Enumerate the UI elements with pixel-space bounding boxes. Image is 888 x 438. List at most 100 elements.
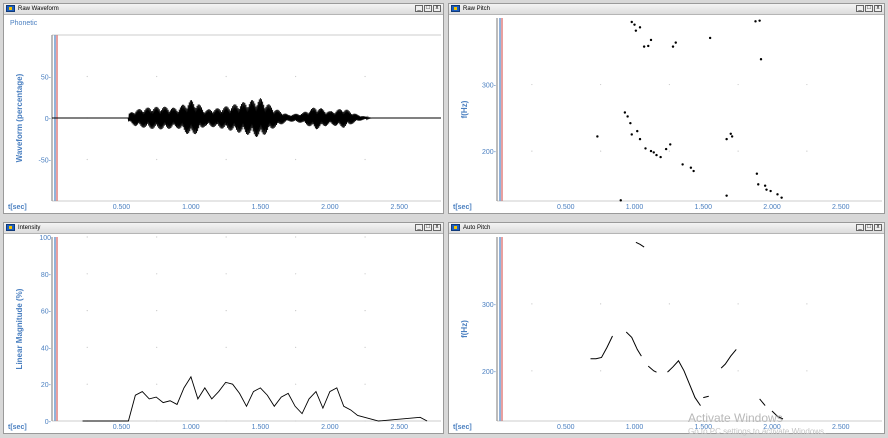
- pitch-contour-segment: [647, 365, 657, 373]
- pitch-point: [776, 193, 779, 196]
- auto-pitch-chart[interactable]: f(Hz) 300- 200- t[sec] 0.500 1.000 1.500 2.000 2…: [449, 233, 884, 433]
- x-tick-label: 1.500: [252, 204, 270, 211]
- grid-dot: [295, 310, 297, 312]
- waveform-plot[interactable]: Waveform (percentage) 50- 0- -50- t[sec] 0.50…: [4, 14, 443, 213]
- minimize-button[interactable]: _: [415, 224, 423, 231]
- y-axis-label: f(Hz): [460, 320, 469, 338]
- window-title: Auto Pitch: [463, 225, 491, 231]
- intensity-plot[interactable]: Linear Magnitude (%) 100 80- 60- 40- 20- 0- t[s…: [4, 233, 443, 433]
- pitch-point: [759, 58, 763, 61]
- grid-dot: [364, 273, 366, 275]
- app-icon: [451, 224, 460, 231]
- title-bar[interactable]: Raw Pitch _ □ x: [449, 4, 884, 15]
- pitch-point: [758, 19, 761, 22]
- grid-dot: [225, 158, 227, 161]
- pitch-point: [765, 188, 768, 191]
- pitch-point: [626, 115, 629, 118]
- grid-dot: [531, 83, 533, 86]
- close-button[interactable]: x: [433, 5, 441, 12]
- y-tick-label: 200-: [482, 149, 497, 156]
- x-axis-label: t[sec]: [453, 424, 472, 431]
- pitch-point: [629, 121, 632, 125]
- close-button[interactable]: x: [433, 224, 441, 231]
- restore-button[interactable]: □: [424, 224, 432, 231]
- window-title: Raw Pitch: [463, 6, 491, 12]
- grid-dot: [364, 310, 366, 312]
- auto-pitch-window[interactable]: Auto Pitch _ □ x f(Hz) 300- 200- t[sec] 0.50…: [448, 222, 885, 434]
- raw-pitch-chart[interactable]: f(Hz) 300- 200- t[sec] 0.500 1.000 1.500 2.000 2…: [449, 14, 884, 213]
- restore-button[interactable]: □: [865, 224, 873, 231]
- grid-dot: [600, 370, 602, 372]
- y-axis-label: f(Hz): [460, 100, 469, 118]
- x-tick-label: 2.500: [391, 204, 409, 211]
- grid-dot: [295, 383, 297, 385]
- pitch-point: [596, 135, 599, 138]
- y-tick-label: -50-: [39, 158, 52, 165]
- x-tick-label: 0.500: [113, 204, 131, 211]
- x-axis-label: t[sec]: [453, 204, 472, 211]
- grid-dot: [156, 158, 158, 161]
- restore-button[interactable]: □: [424, 5, 432, 12]
- pitch-point: [664, 147, 668, 151]
- pitch-point: [642, 45, 646, 48]
- pitch-point: [763, 184, 767, 187]
- pitch-point: [636, 129, 639, 133]
- raw-pitch-window[interactable]: Raw Pitch _ □ x f(Hz) 300- 200- t[sec] 0.500…: [448, 3, 885, 214]
- pitch-point: [725, 194, 728, 197]
- title-bar[interactable]: Intensity _ □ x: [4, 223, 443, 234]
- pitch-point: [769, 189, 772, 193]
- pitch-contour-segment: [625, 331, 642, 357]
- auto-pitch-plot[interactable]: f(Hz) 300- 200- t[sec] 0.500 1.000 1.500 2.000 2…: [449, 233, 884, 433]
- raw-waveform-window[interactable]: Raw Waveform _ □ x Waveform (percentage)…: [3, 3, 444, 214]
- grid-dot: [295, 420, 297, 422]
- intensity-window[interactable]: Intensity _ □ x Linear Magnitude (%) 100 8…: [3, 222, 444, 434]
- y-axis-label: Linear Magnitude (%): [15, 288, 24, 369]
- intensity-chart[interactable]: Linear Magnitude (%) 100 80- 60- 40- 20- 0- t[s…: [4, 233, 443, 433]
- pitch-point: [652, 151, 655, 154]
- pitch-point: [725, 137, 728, 141]
- minimize-button[interactable]: _: [415, 5, 423, 12]
- y-tick-label: 300-: [482, 302, 497, 309]
- x-tick-label: 1.500: [694, 204, 712, 211]
- x-tick-label: 2.000: [321, 424, 339, 431]
- x-tick-label: 2.000: [763, 424, 781, 431]
- pitch-point: [671, 45, 675, 48]
- pitch-point: [633, 23, 636, 26]
- x-axis-label: t[sec]: [8, 424, 27, 431]
- grid-dot: [156, 346, 158, 348]
- minimize-button[interactable]: _: [856, 5, 864, 12]
- pitch-point: [692, 169, 695, 173]
- minimize-button[interactable]: _: [856, 224, 864, 231]
- grid-dot: [668, 150, 670, 152]
- pitch-point: [730, 135, 734, 138]
- grid-dot: [225, 346, 227, 348]
- pitch-point: [638, 26, 642, 29]
- pitch-point: [630, 133, 633, 136]
- close-button[interactable]: x: [874, 5, 882, 12]
- pitch-point: [638, 137, 642, 141]
- restore-button[interactable]: □: [865, 5, 873, 12]
- grid-dot: [737, 150, 739, 152]
- grid-dot: [364, 420, 366, 422]
- grid-dot: [86, 310, 88, 312]
- y-tick-label: 200-: [482, 369, 497, 376]
- grid-dot: [86, 236, 88, 238]
- waveform-chart[interactable]: Waveform (percentage) 50- 0- -50- t[sec] 0.50…: [4, 14, 443, 213]
- raw-pitch-plot[interactable]: f(Hz) 300- 200- t[sec] 0.500 1.000 1.500 2.000 2…: [449, 14, 884, 213]
- grid-dot: [600, 303, 602, 305]
- x-tick-label: 2.500: [391, 424, 409, 431]
- x-tick-label: 2.500: [832, 424, 850, 431]
- pitch-point: [669, 143, 672, 146]
- x-tick-label: 2.500: [832, 204, 850, 211]
- close-button[interactable]: x: [874, 224, 882, 231]
- grid-dot: [806, 303, 808, 305]
- title-bar[interactable]: Auto Pitch _ □ x: [449, 223, 884, 234]
- grid-dot: [225, 236, 227, 238]
- pitch-point: [619, 199, 622, 202]
- grid-dot: [295, 158, 297, 161]
- activation-watermark-text: Go to PC settings to activate Windows.: [688, 427, 827, 436]
- title-bar[interactable]: Raw Waveform _ □ x: [4, 4, 443, 15]
- pitch-point: [644, 147, 647, 150]
- grid-dot: [156, 236, 158, 238]
- y-tick-label: 100: [39, 235, 51, 242]
